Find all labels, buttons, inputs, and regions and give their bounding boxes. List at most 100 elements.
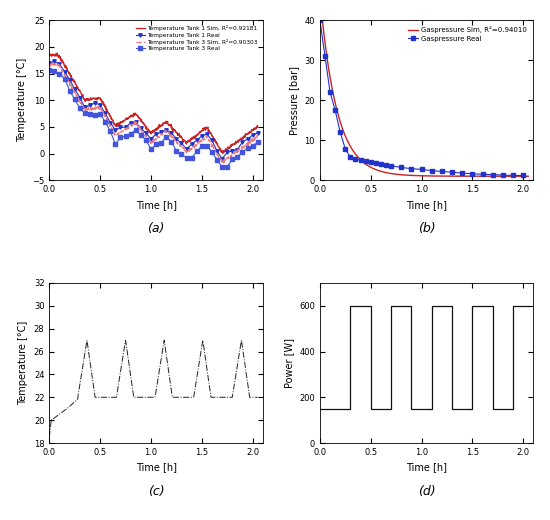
Temperature Tank 1 Real [142, 130, 149, 136]
Gaspressure Real [352, 157, 359, 163]
Temperature Tank 3 Real [102, 119, 108, 125]
X-axis label: Time [h]: Time [h] [406, 462, 447, 473]
Gaspressure Real [327, 89, 333, 95]
Temperature Tank 1 Real [194, 137, 200, 144]
Temperature Tank 3 Real [219, 164, 225, 170]
Temperature Tank 3 Real [147, 146, 154, 152]
Temperature Tank 3 Real [244, 145, 251, 151]
Temperature Tank 1 Real [117, 124, 124, 131]
Temperature Tank 3 Real [112, 141, 119, 148]
Temperature Tank 1 Real [46, 60, 53, 66]
Gaspressure Real [347, 154, 354, 160]
Gaspressure Sim, R²=0.94010 [371, 166, 377, 172]
Line: Temperature Tank 1 Sim, R²=0.92181: Temperature Tank 1 Sim, R²=0.92181 [50, 53, 258, 153]
Temperature Tank 3 Sim, R²=0.90303 [255, 133, 261, 139]
Temperature Tank 1 Sim, R²=0.92181 [83, 97, 90, 103]
Temperature Tank 1 Sim, R²=0.92181 [141, 121, 147, 127]
Temperature Tank 3 Real [178, 151, 185, 158]
Gaspressure Real [367, 159, 374, 165]
Temperature Tank 1 Real [107, 120, 114, 126]
Gaspressure Real [510, 172, 516, 178]
Gaspressure Real [388, 163, 394, 169]
Y-axis label: Temperature [°C]: Temperature [°C] [16, 58, 26, 142]
Temperature Tank 3 Sim, R²=0.90303 [185, 148, 192, 154]
Temperature Tank 1 Real [183, 146, 190, 152]
Temperature Tank 1 Real [147, 136, 154, 142]
Temperature Tank 3 Real [142, 137, 149, 143]
Temperature Tank 3 Real [72, 96, 78, 102]
Temperature Tank 3 Real [122, 133, 129, 139]
Text: (a): (a) [147, 222, 165, 235]
Temperature Tank 3 Real [208, 149, 215, 155]
Gaspressure Real [398, 164, 404, 171]
Temperature Tank 3 Sim, R²=0.90303 [49, 60, 56, 66]
Gaspressure Real [322, 53, 328, 59]
Temperature Tank 1 Real [249, 132, 256, 138]
Temperature Tank 3 Real [87, 111, 94, 117]
X-axis label: Time [h]: Time [h] [135, 462, 177, 473]
Temperature Tank 1 Sim, R²=0.92181 [185, 137, 192, 144]
Gaspressure Real [449, 169, 455, 175]
Temperature Tank 1 Real [219, 155, 225, 162]
Temperature Tank 1 Real [51, 58, 58, 64]
Temperature Tank 1 Real [255, 130, 261, 136]
Temperature Tank 3 Real [255, 139, 261, 145]
Gaspressure Real [372, 160, 379, 166]
Line: Temperature Tank 3 Sim, R²=0.90303: Temperature Tank 3 Sim, R²=0.90303 [50, 63, 258, 163]
Gaspressure Sim, R²=0.94010 [411, 173, 418, 179]
Temperature Tank 3 Real [133, 127, 139, 133]
Temperature Tank 1 Real [138, 125, 144, 131]
Gaspressure Real [490, 172, 496, 178]
Temperature Tank 1 Real [92, 100, 98, 106]
Temperature Tank 3 Real [61, 75, 68, 82]
Text: (d): (d) [418, 485, 436, 498]
Gaspressure Real [378, 161, 384, 167]
Temperature Tank 3 Real [163, 134, 169, 140]
Gaspressure Real [479, 171, 486, 177]
Temperature Tank 1 Real [122, 124, 129, 131]
Gaspressure Sim, R²=0.94010 [318, 14, 325, 20]
Temperature Tank 1 Real [67, 77, 73, 83]
Gaspressure Sim, R²=0.94010 [456, 173, 463, 179]
Gaspressure Sim, R²=0.94010 [474, 173, 480, 179]
Temperature Tank 3 Real [224, 164, 230, 170]
Gaspressure Real [317, 17, 323, 23]
Gaspressure Real [383, 162, 389, 168]
Text: (b): (b) [418, 222, 436, 235]
Gaspressure Sim, R²=0.94010 [440, 173, 447, 179]
Temperature Tank 1 Real [173, 136, 180, 142]
Gaspressure Real [337, 129, 344, 135]
Temperature Tank 3 Real [107, 128, 114, 134]
Temperature Tank 1 Real [61, 69, 68, 75]
Y-axis label: Pressure [bar]: Pressure [bar] [289, 66, 299, 135]
Temperature Tank 1 Real [168, 129, 174, 136]
Temperature Tank 1 Real [112, 127, 119, 133]
Gaspressure Real [428, 167, 435, 174]
Temperature Tank 3 Real [158, 140, 164, 146]
Temperature Tank 3 Sim, R²=0.90303 [141, 131, 147, 137]
Temperature Tank 3 Real [183, 154, 190, 161]
Temperature Tank 1 Real [239, 139, 246, 145]
Temperature Tank 1 Real [178, 140, 185, 147]
Temperature Tank 3 Real [249, 143, 256, 149]
Temperature Tank 3 Real [168, 138, 174, 145]
Temperature Tank 1 Sim, R²=0.92181 [219, 150, 226, 157]
Temperature Tank 3 Real [92, 112, 98, 118]
Temperature Tank 1 Real [234, 147, 241, 153]
Gaspressure Real [358, 157, 364, 163]
Temperature Tank 3 Real [153, 141, 159, 148]
Temperature Tank 3 Sim, R²=0.90303 [83, 105, 90, 111]
Temperature Tank 3 Sim, R²=0.90303 [204, 134, 210, 140]
Temperature Tank 1 Sim, R²=0.92181 [54, 50, 60, 56]
Temperature Tank 3 Real [81, 110, 88, 116]
Gaspressure Real [408, 165, 415, 172]
Temperature Tank 3 Real [97, 110, 103, 116]
Gaspressure Sim, R²=0.94010 [354, 153, 360, 159]
Y-axis label: Power [W]: Power [W] [284, 338, 294, 388]
Temperature Tank 3 Real [173, 148, 180, 154]
Temperature Tank 3 Real [194, 148, 200, 154]
Temperature Tank 3 Real [67, 87, 73, 94]
Temperature Tank 1 Real [229, 148, 235, 154]
Temperature Tank 1 Real [199, 133, 205, 139]
Temperature Tank 3 Real [128, 131, 134, 137]
